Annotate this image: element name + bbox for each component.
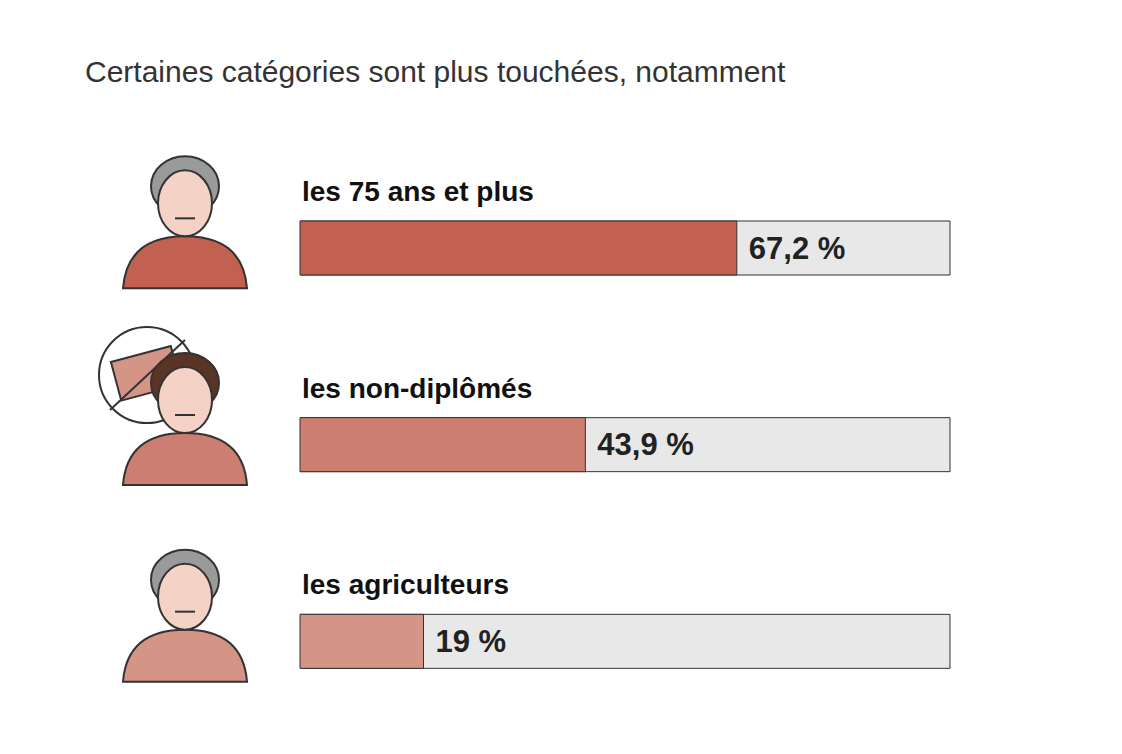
html-text:Certaines catégories sont plus: Certaines catégories sont plus touchées,… [85, 55, 786, 88]
svg-text:les agriculteurs: les agriculteurs [302, 569, 509, 600]
svg-text:19 %: 19 % [436, 624, 507, 659]
svg-text:43,9 %: 43,9 % [597, 427, 694, 462]
svg-text:les 75 ans et plus: les 75 ans et plus [302, 176, 534, 207]
svg-text:les non-diplômés: les non-diplômés [302, 373, 532, 404]
svg-text:67,2 %: 67,2 % [749, 231, 846, 266]
